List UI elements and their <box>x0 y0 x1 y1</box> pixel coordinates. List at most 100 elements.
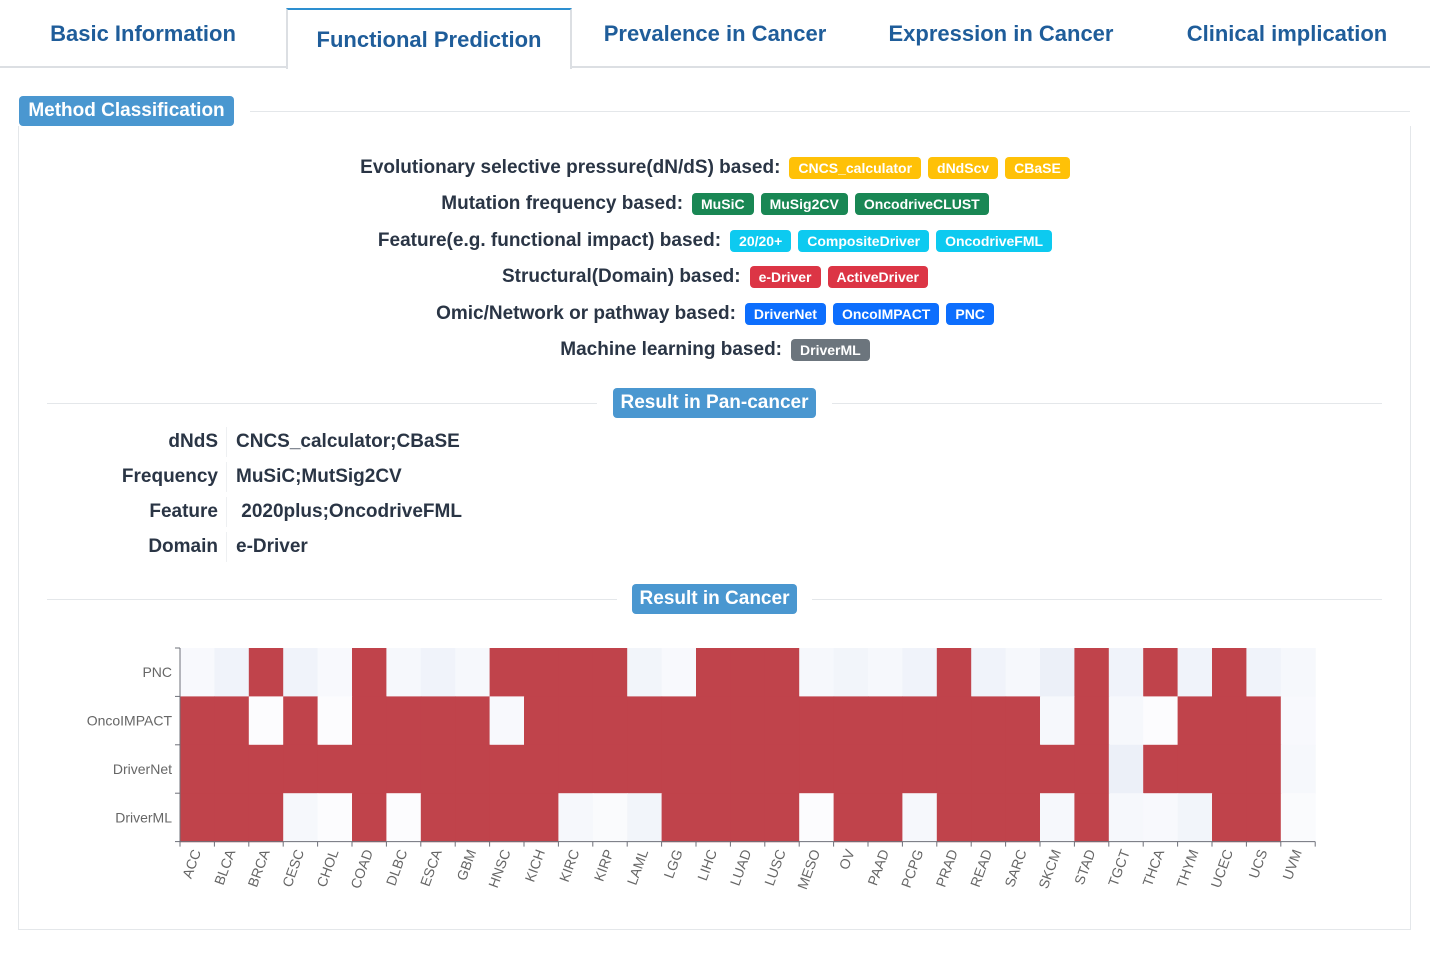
badge-20-20-plus[interactable]: 20/20+ <box>730 230 792 252</box>
heatmap-cell-DriverML-ESCA[interactable] <box>420 793 456 843</box>
heatmap-cell-PNC-LAML[interactable] <box>627 648 663 697</box>
heatmap-cell-DriverML-UCS[interactable] <box>1246 793 1282 843</box>
heatmap-cell-DriverML-LGG[interactable] <box>661 793 697 843</box>
heatmap-cell-PNC-GBM[interactable] <box>455 648 491 697</box>
heatmap-cell-DriverNet-PCPG[interactable] <box>902 744 938 794</box>
heatmap-cell-DriverML-THCA[interactable] <box>1143 793 1179 843</box>
heatmap-cell-OncoIMPACT-CESC[interactable] <box>283 696 319 746</box>
heatmap-cell-DriverNet-PRAD[interactable] <box>936 744 972 794</box>
heatmap-cell-PNC-HNSC[interactable] <box>489 648 525 697</box>
badge-oncodrivefml[interactable]: OncodriveFML <box>936 230 1053 252</box>
tab-clinical-implication[interactable]: Clinical implication <box>1186 21 1388 46</box>
heatmap-cell-PNC-KIRP[interactable] <box>592 648 628 697</box>
badge-musig2cv[interactable]: MuSig2CV <box>760 193 848 215</box>
heatmap-cell-DriverNet-KIRP[interactable] <box>592 744 628 794</box>
heatmap-cell-OncoIMPACT-OV[interactable] <box>833 696 869 746</box>
heatmap-cell-OncoIMPACT-PAAD[interactable] <box>868 696 903 746</box>
heatmap-cell-DriverNet-CHOL[interactable] <box>317 744 353 794</box>
heatmap-cell-DriverNet-ACC[interactable] <box>180 744 215 794</box>
heatmap-cell-OncoIMPACT-LUSC[interactable] <box>764 696 800 746</box>
heatmap-cell-OncoIMPACT-ACC[interactable] <box>180 696 215 746</box>
heatmap-cell-DriverNet-SKCM[interactable] <box>1040 744 1075 794</box>
badge-dndscv[interactable]: dNdScv <box>928 157 999 179</box>
heatmap-cell-PNC-SKCM[interactable] <box>1040 648 1075 697</box>
heatmap-cell-DriverNet-SARC[interactable] <box>1005 744 1041 794</box>
heatmap-cell-PNC-COAD[interactable] <box>352 648 387 697</box>
heatmap-cell-DriverNet-MESO[interactable] <box>799 744 835 794</box>
heatmap-cell-PNC-UCEC[interactable] <box>1212 648 1247 697</box>
heatmap-cell-DriverNet-UVM[interactable] <box>1280 744 1316 794</box>
heatmap-cell-PNC-PRAD[interactable] <box>936 648 972 697</box>
heatmap-cell-DriverML-THYM[interactable] <box>1177 793 1213 843</box>
heatmap-cell-PNC-THCA[interactable] <box>1143 648 1179 697</box>
heatmap-cell-DriverML-DLBC[interactable] <box>386 793 422 843</box>
heatmap-cell-PNC-CESC[interactable] <box>283 648 319 697</box>
heatmap-cell-DriverML-READ[interactable] <box>971 793 1007 843</box>
heatmap-cell-DriverML-PAAD[interactable] <box>868 793 903 843</box>
heatmap-cell-OncoIMPACT-MESO[interactable] <box>799 696 835 746</box>
heatmap-cell-OncoIMPACT-BRCA[interactable] <box>248 696 284 746</box>
heatmap-cell-PNC-TGCT[interactable] <box>1108 648 1144 697</box>
badge-compositedriver[interactable]: CompositeDriver <box>798 230 930 252</box>
heatmap-cell-OncoIMPACT-SARC[interactable] <box>1005 696 1041 746</box>
heatmap-cell-PNC-OV[interactable] <box>833 648 869 697</box>
heatmap-cell-DriverNet-LAML[interactable] <box>627 744 663 794</box>
heatmap-cell-DriverML-CESC[interactable] <box>283 793 319 843</box>
heatmap-cell-DriverNet-CESC[interactable] <box>283 744 319 794</box>
heatmap-cell-OncoIMPACT-PRAD[interactable] <box>936 696 972 746</box>
heatmap-cell-DriverML-LUAD[interactable] <box>730 793 766 843</box>
heatmap-cell-OncoIMPACT-UCEC[interactable] <box>1212 696 1247 746</box>
heatmap-cell-DriverNet-PAAD[interactable] <box>868 744 903 794</box>
heatmap-cell-PNC-ACC[interactable] <box>180 648 215 697</box>
heatmap-cell-DriverNet-LIHC[interactable] <box>696 744 731 794</box>
heatmap-cell-OncoIMPACT-LAML[interactable] <box>627 696 663 746</box>
heatmap-cell-DriverNet-OV[interactable] <box>833 744 869 794</box>
heatmap-cell-OncoIMPACT-TGCT[interactable] <box>1108 696 1144 746</box>
badge-activedriver[interactable]: ActiveDriver <box>827 266 928 288</box>
tab-functional-prediction[interactable]: Functional Prediction <box>286 8 572 69</box>
heatmap-cell-DriverML-UCEC[interactable] <box>1212 793 1247 843</box>
heatmap-cell-DriverML-GBM[interactable] <box>455 793 491 843</box>
tab-basic-information[interactable]: Basic Information <box>50 21 236 46</box>
heatmap-cell-DriverNet-DLBC[interactable] <box>386 744 422 794</box>
badge-e-driver[interactable]: e-Driver <box>749 266 821 288</box>
heatmap-cell-PNC-BLCA[interactable] <box>214 648 250 697</box>
heatmap-cell-PNC-MESO[interactable] <box>799 648 835 697</box>
heatmap-cell-DriverNet-THYM[interactable] <box>1177 744 1213 794</box>
badge-music[interactable]: MuSiC <box>692 193 754 215</box>
heatmap-cell-PNC-LUAD[interactable] <box>730 648 766 697</box>
badge-cncs-calculator[interactable]: CNCS_calculator <box>789 157 922 179</box>
heatmap-cell-DriverNet-STAD[interactable] <box>1074 744 1110 794</box>
heatmap-cell-OncoIMPACT-LUAD[interactable] <box>730 696 766 746</box>
heatmap-cell-DriverML-LAML[interactable] <box>627 793 663 843</box>
heatmap-cell-DriverNet-LUAD[interactable] <box>730 744 766 794</box>
heatmap-cell-OncoIMPACT-DLBC[interactable] <box>386 696 422 746</box>
heatmap-cell-PNC-LUSC[interactable] <box>764 648 800 697</box>
heatmap-cell-PNC-SARC[interactable] <box>1005 648 1041 697</box>
badge-cbase[interactable]: CBaSE <box>1005 157 1070 179</box>
heatmap-cell-DriverNet-KICH[interactable] <box>524 744 559 794</box>
heatmap-cell-DriverML-ACC[interactable] <box>180 793 215 843</box>
heatmap-cell-PNC-THYM[interactable] <box>1177 648 1213 697</box>
heatmap-cell-DriverNet-TGCT[interactable] <box>1108 744 1144 794</box>
heatmap-cell-OncoIMPACT-KIRP[interactable] <box>592 696 628 746</box>
heatmap-cell-PNC-READ[interactable] <box>971 648 1007 697</box>
heatmap-cell-PNC-BRCA[interactable] <box>248 648 284 697</box>
badge-oncoimpact[interactable]: OncoIMPACT <box>832 303 940 325</box>
heatmap-cell-DriverML-HNSC[interactable] <box>489 793 525 843</box>
heatmap-cell-OncoIMPACT-PCPG[interactable] <box>902 696 938 746</box>
heatmap-cell-OncoIMPACT-THCA[interactable] <box>1143 696 1179 746</box>
heatmap-cell-DriverML-BRCA[interactable] <box>248 793 284 843</box>
heatmap-cell-OncoIMPACT-ESCA[interactable] <box>420 696 456 746</box>
heatmap-cell-DriverML-LIHC[interactable] <box>696 793 731 843</box>
heatmap-cell-OncoIMPACT-UCS[interactable] <box>1246 696 1282 746</box>
heatmap-cell-DriverML-SKCM[interactable] <box>1040 793 1075 843</box>
heatmap-cell-OncoIMPACT-CHOL[interactable] <box>317 696 353 746</box>
heatmap-cell-DriverML-LUSC[interactable] <box>764 793 800 843</box>
heatmap-cell-DriverNet-LGG[interactable] <box>661 744 697 794</box>
heatmap-cell-OncoIMPACT-LIHC[interactable] <box>696 696 731 746</box>
heatmap-cell-DriverML-TGCT[interactable] <box>1108 793 1144 843</box>
badge-drivernet[interactable]: DriverNet <box>744 303 826 325</box>
heatmap-cell-OncoIMPACT-KICH[interactable] <box>524 696 559 746</box>
heatmap-cell-PNC-ESCA[interactable] <box>420 648 456 697</box>
